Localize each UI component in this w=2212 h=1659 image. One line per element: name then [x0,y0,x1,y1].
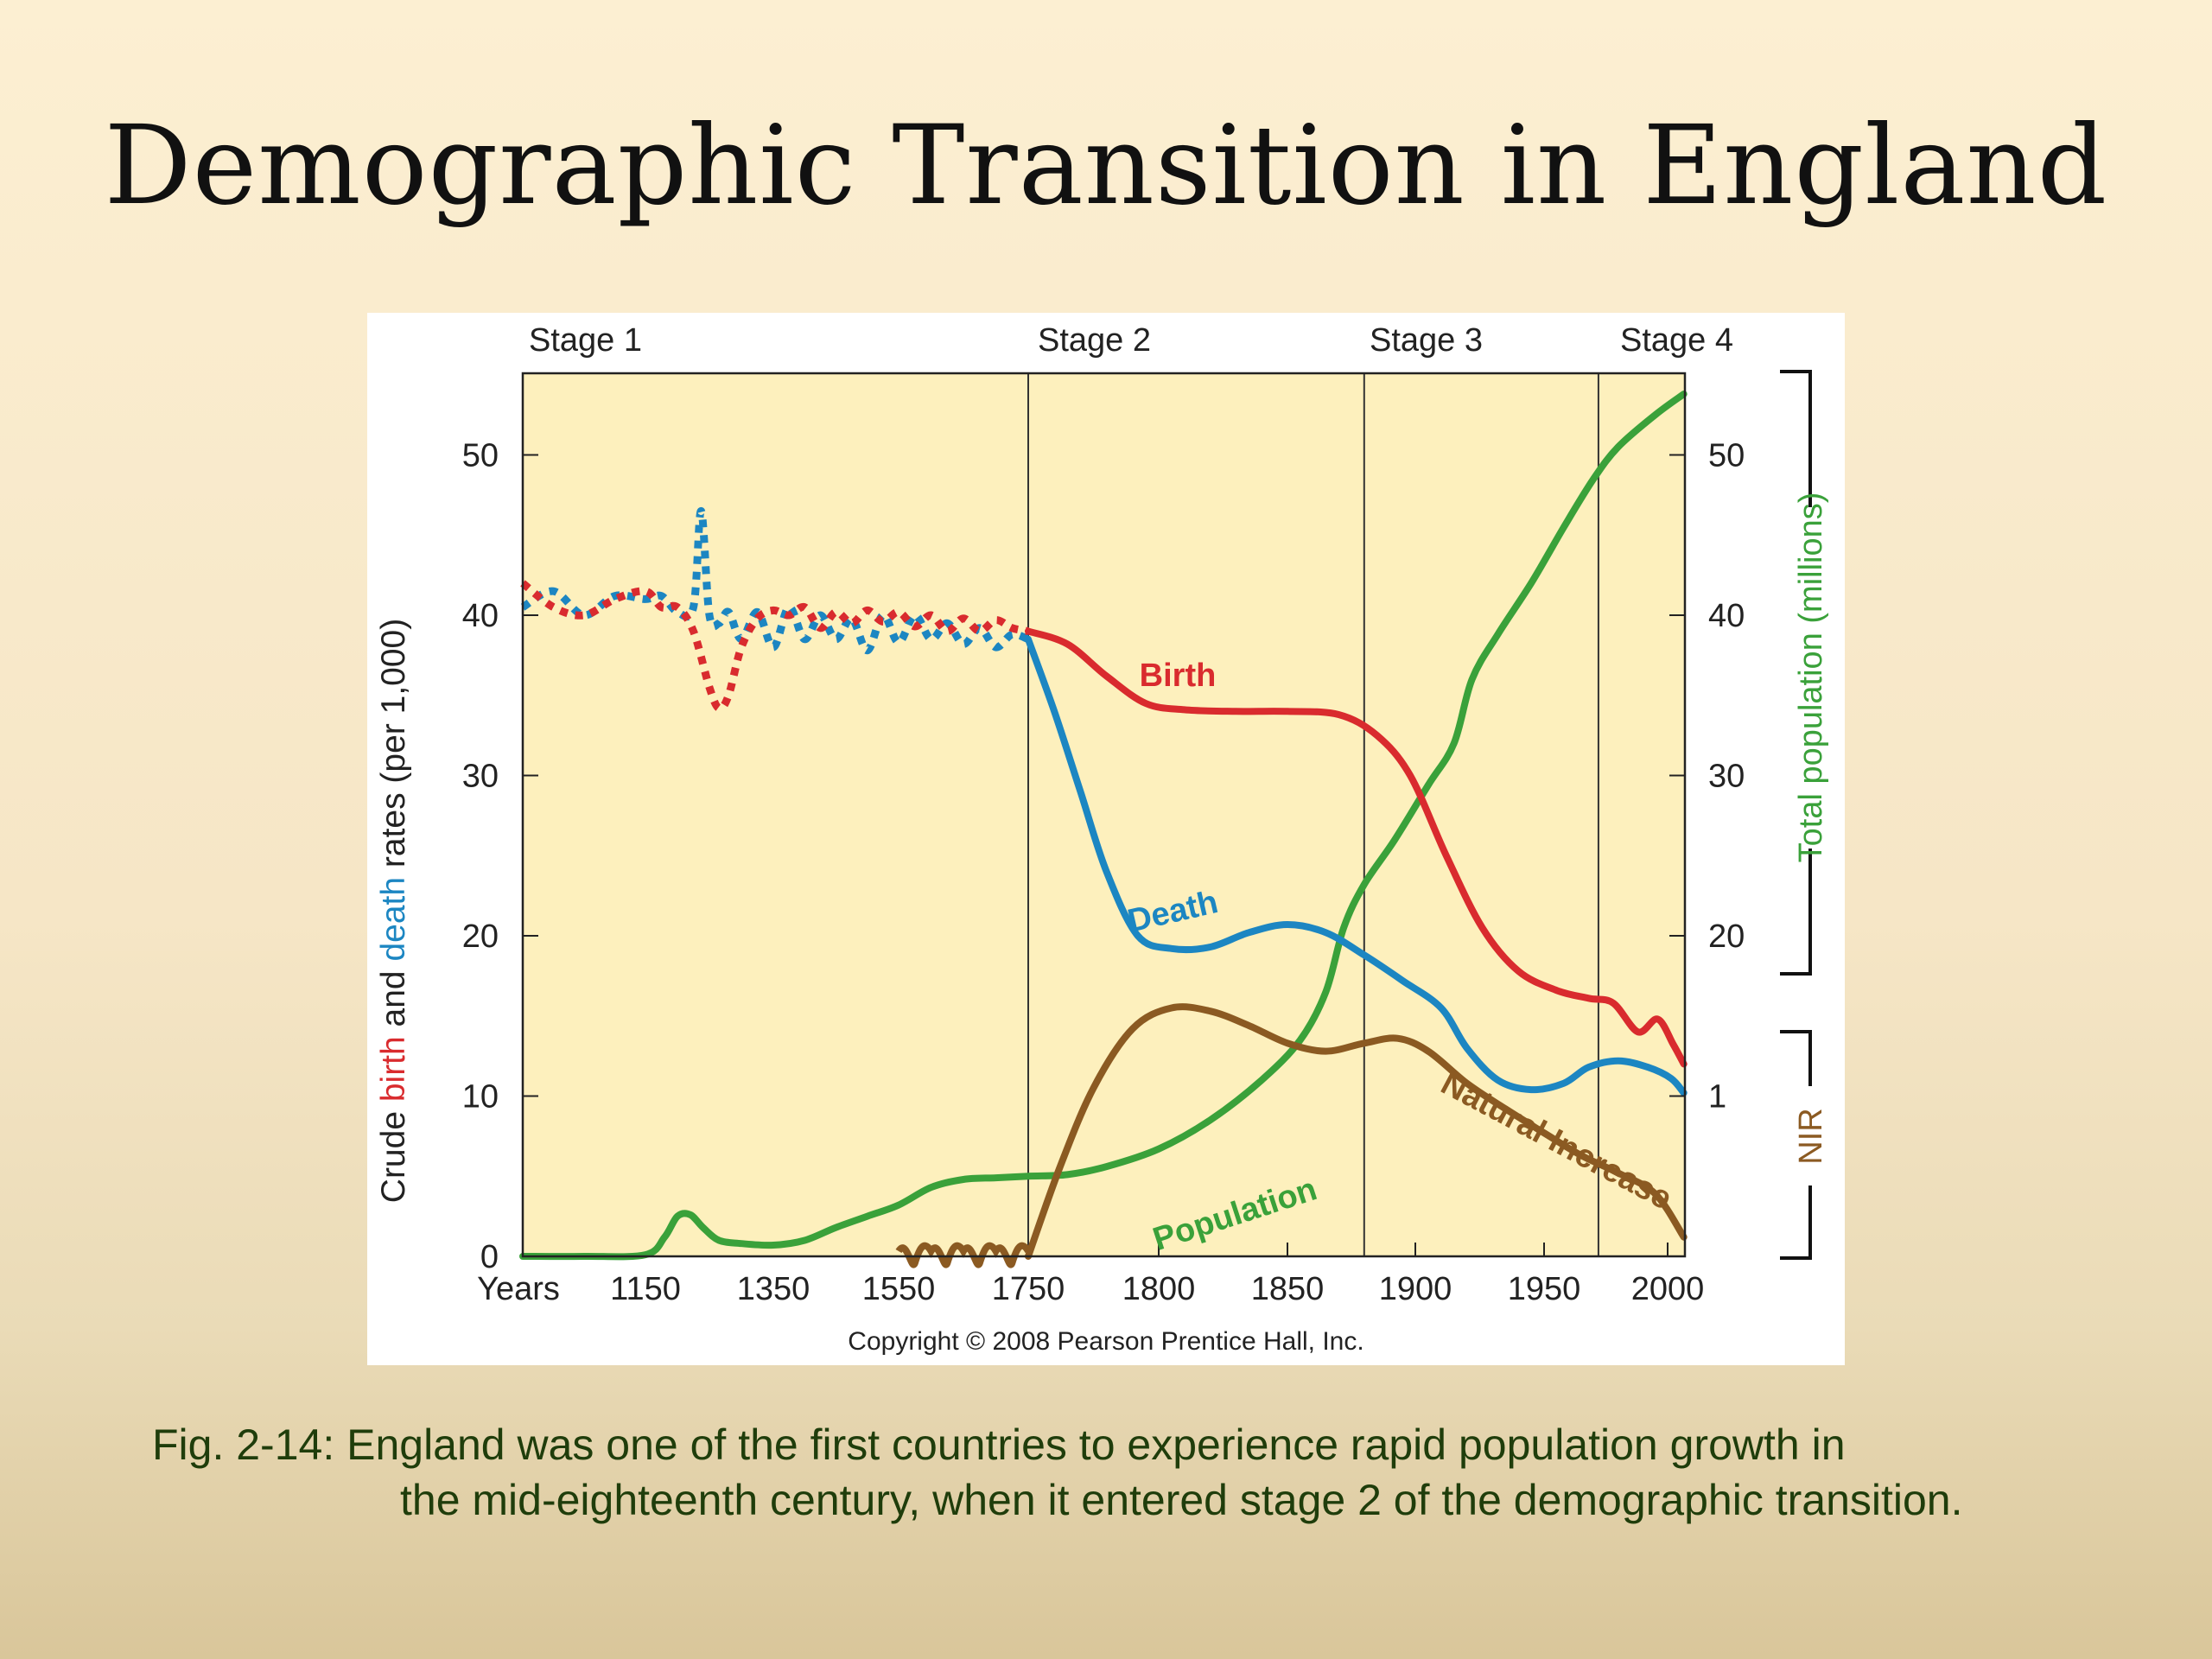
birth-annotation: Birth [1140,658,1217,694]
slide-title: Demographic Transition in England [104,102,2108,229]
right-axis-title: Total population (millions) [1793,493,1829,863]
x-tick-label: 1800 [1122,1271,1196,1307]
population-label-gap [1796,507,1824,849]
x-tick-label: 1350 [737,1271,810,1307]
left-tick-label: 40 [462,598,499,634]
nir-label-gap [1796,1086,1824,1185]
left-axis-title-part: rates (per 1,000) [375,619,412,877]
natural-increase-wavy-segment [895,1242,1032,1268]
stage-label-4: Stage 4 [1620,322,1733,359]
death-line-dashed [520,506,1030,655]
left-tick-label: 20 [462,918,499,955]
x-tick-label: 1850 [1251,1271,1325,1307]
birth-line-dashed [520,580,1029,713]
x-tick-label: 1950 [1508,1271,1581,1307]
population-line [519,391,1688,1261]
right-tick-label: 40 [1708,598,1745,634]
stage-label-3: Stage 3 [1370,322,1483,359]
x-tick-label: 1750 [992,1271,1065,1307]
caption-lead: Fig. 2-14: England was one of the first … [152,1421,1846,1469]
figure-caption: Fig. 2-14: England was one of the first … [152,1417,2105,1528]
nir-tick-label: 1 [1708,1079,1726,1116]
right-tick-label: 50 [1708,438,1745,474]
right-tick-label: 20 [1708,918,1745,955]
left-tick-label: 50 [462,438,499,474]
x-tick-label: 1550 [862,1271,936,1307]
death-line [1025,635,1688,1096]
x-axis-label: Years [477,1271,560,1307]
left-tick-label: 0 [480,1239,499,1275]
left-axis-title: Crude birth and death rates (per 1,000) [375,619,412,1203]
stage-label-1: Stage 1 [529,322,642,359]
x-tick-label: 1150 [610,1271,681,1307]
nir-axis-title: NIR [1793,1108,1829,1164]
left-axis-title-part: and [375,962,412,1037]
left-tick-label: 10 [462,1079,499,1116]
left-axis-title-part: Crude [375,1102,412,1203]
x-tick-label: 2000 [1631,1271,1705,1307]
chart-panel: 0 10 20 30 40 50 20 30 40 50 1 Years 1150 1350 1550 175… [367,313,1845,1365]
stage-label-2: Stage 2 [1038,322,1151,359]
natural-increase-line [1025,1003,1688,1260]
left-axis-title-part: death [375,877,412,962]
birth-line [1025,627,1688,1068]
plot-background [523,373,1685,1256]
caption-rest: the mid-eighteenth century, when it ente… [400,1476,1963,1524]
copyright-text: Copyright © 2008 Pearson Prentice Hall, … [848,1327,1363,1356]
plot-frame [521,372,1687,1258]
demographic-transition-chart: 0 10 20 30 40 50 20 30 40 50 1 Years 1150 1350 1550 175… [375,322,1829,1356]
x-tick-label: 1900 [1379,1271,1452,1307]
left-tick-label: 30 [462,759,499,795]
left-axis-title-part: birth [375,1036,412,1102]
right-tick-label: 30 [1708,759,1745,795]
